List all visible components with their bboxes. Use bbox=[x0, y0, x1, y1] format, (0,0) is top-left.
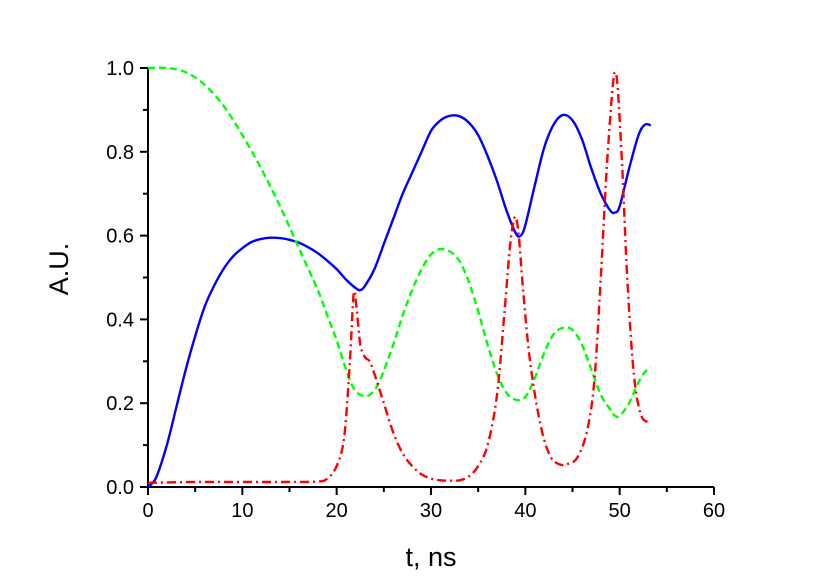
y-axis-title: A.U. bbox=[44, 243, 74, 296]
y-tick-label: 0.0 bbox=[106, 477, 134, 499]
y-tick-label: 0.2 bbox=[106, 393, 134, 415]
series-line-3 bbox=[147, 70, 652, 485]
y-tick-label: 0.4 bbox=[106, 309, 134, 331]
y-tick-label: 0.8 bbox=[106, 142, 134, 164]
x-tick-label: 50 bbox=[609, 500, 631, 522]
x-tick-label: 20 bbox=[326, 500, 348, 522]
x-tick-label: 40 bbox=[514, 500, 536, 522]
x-tick-label: 10 bbox=[231, 500, 253, 522]
chart-series bbox=[147, 66, 652, 488]
y-tick-label: 0.6 bbox=[106, 226, 134, 248]
x-axis-title: t, ns bbox=[405, 542, 456, 572]
chart-axes: 0 10 20 30 40 50 60 0.0 0.2 0.4 0.6 0.8 1.0 bbox=[106, 58, 725, 522]
y-tick-label: 1.0 bbox=[106, 58, 134, 80]
x-tick-label: 30 bbox=[420, 500, 442, 522]
series-line-1 bbox=[147, 113, 652, 488]
x-tick-label: 60 bbox=[703, 500, 725, 522]
series-line-2 bbox=[147, 66, 652, 419]
x-tick-label: 0 bbox=[142, 500, 153, 522]
